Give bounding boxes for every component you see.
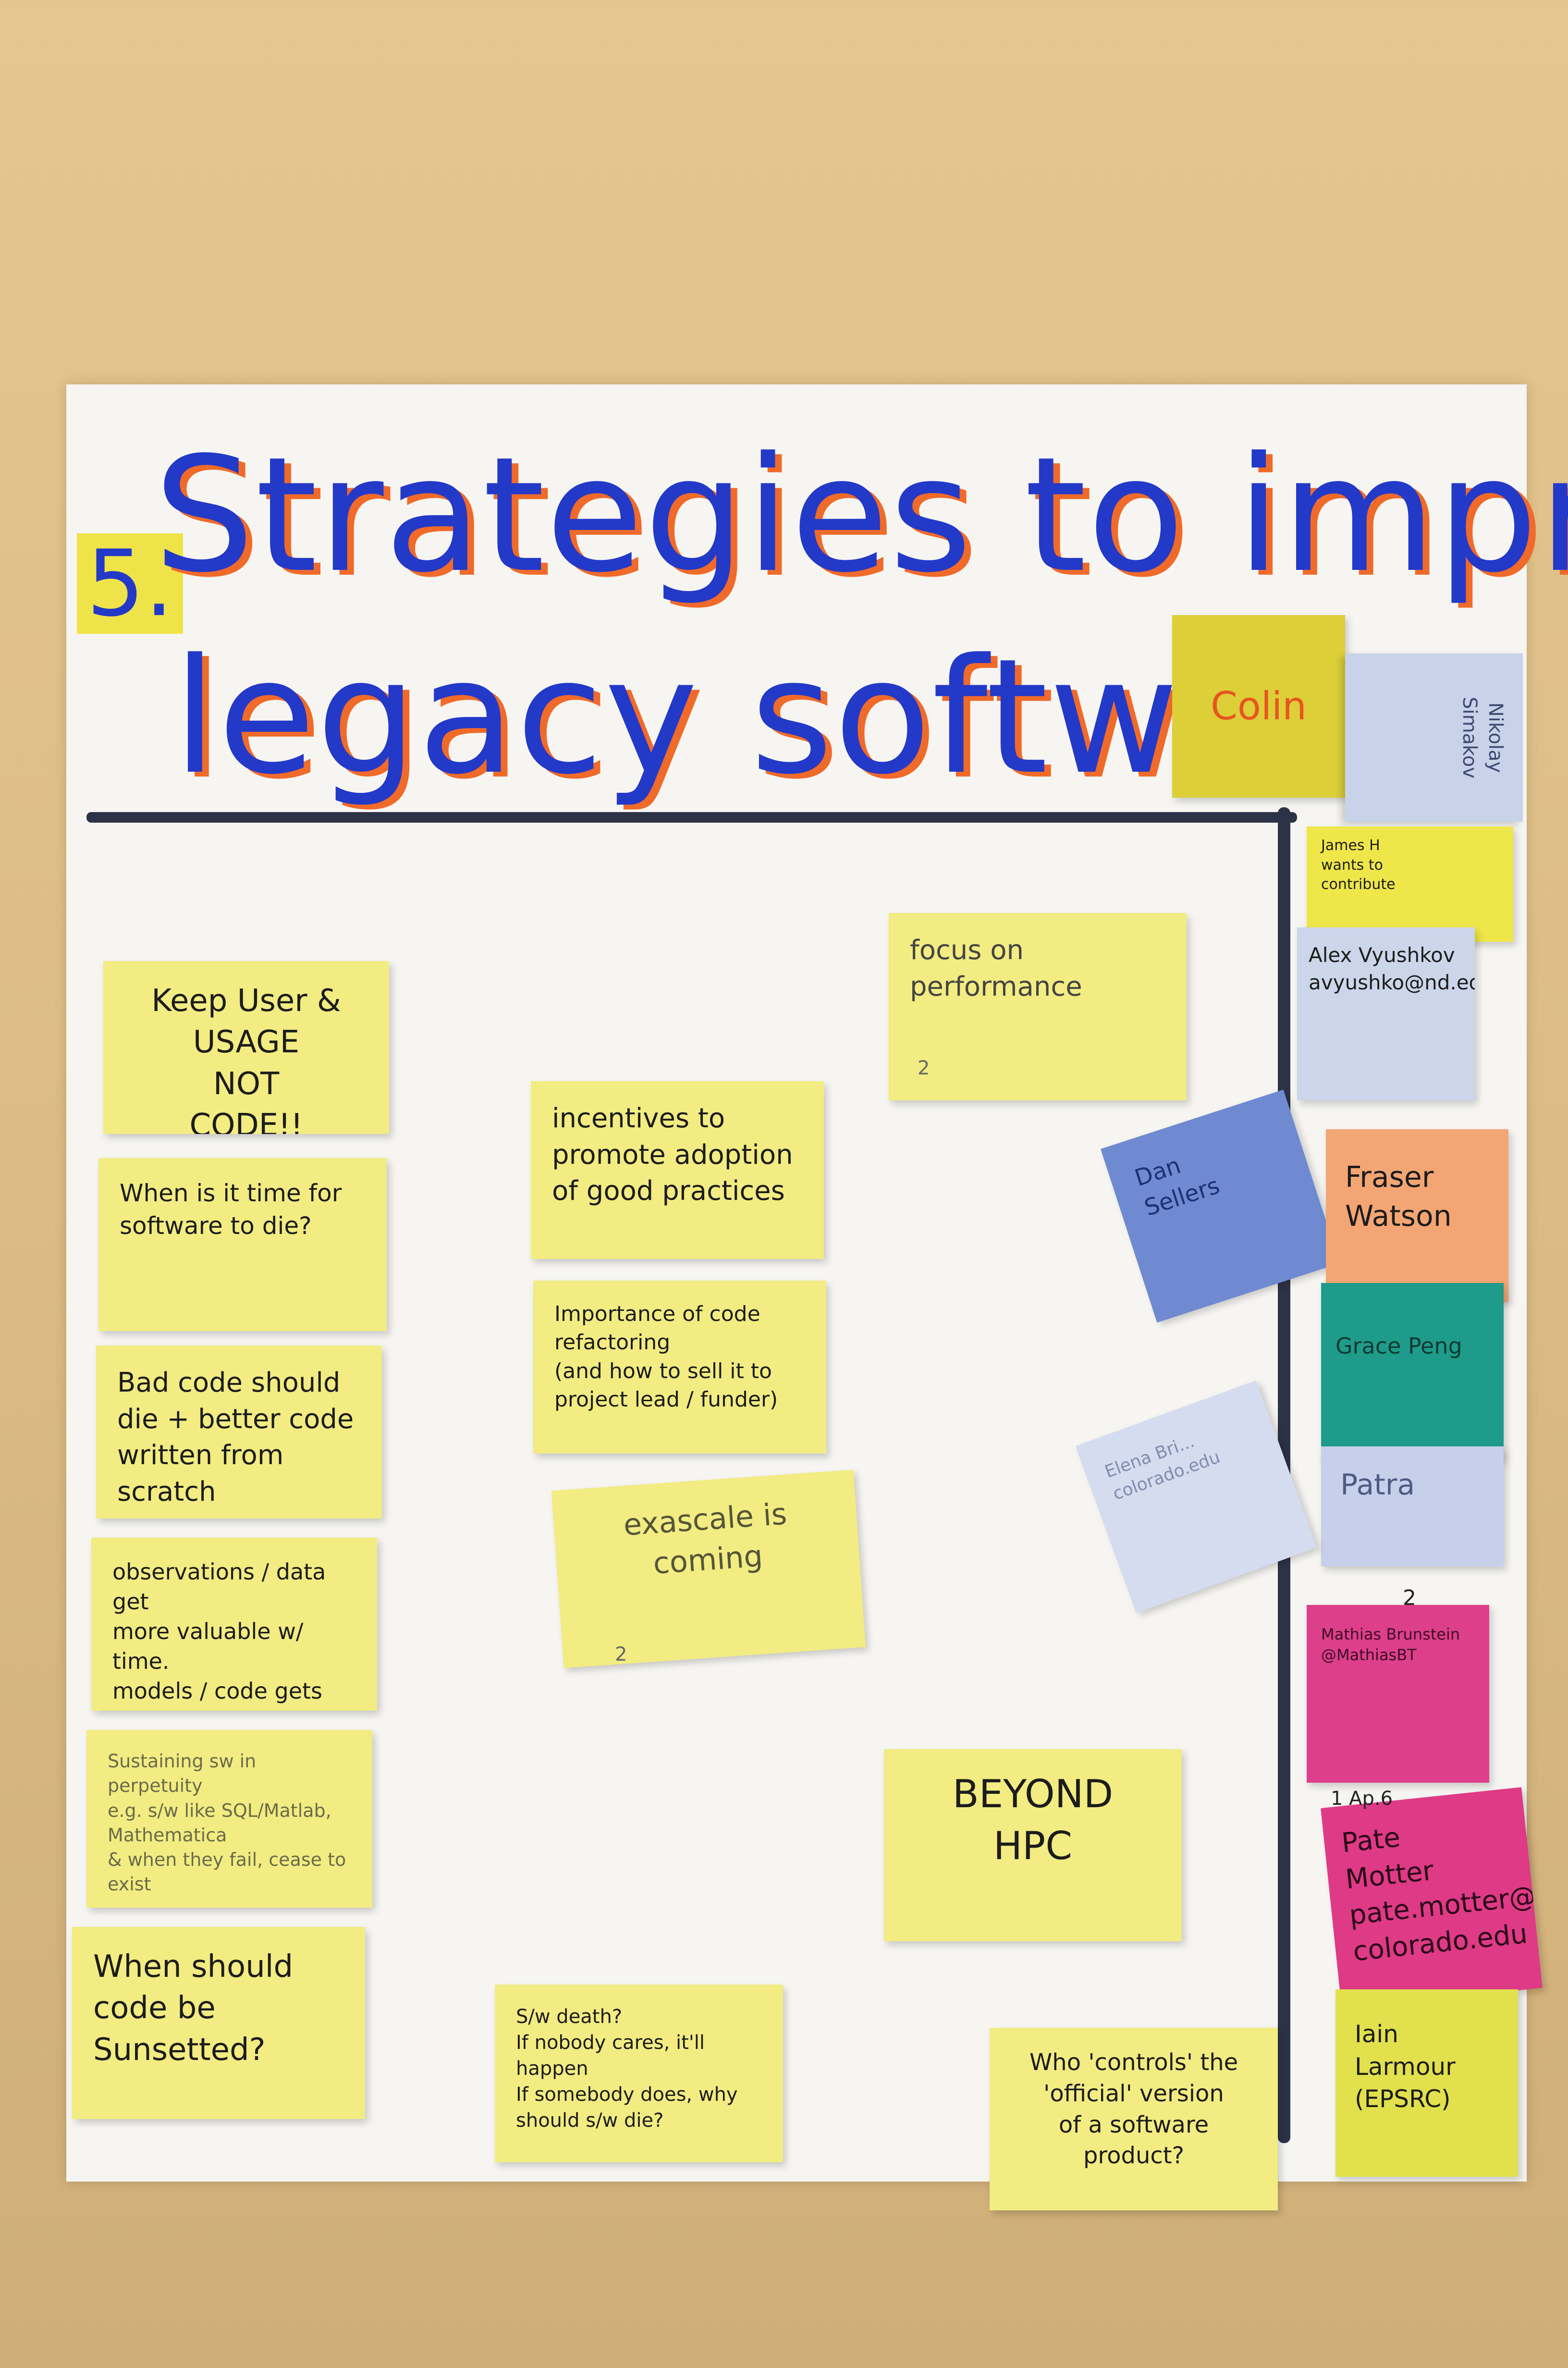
vote-mark: 2 <box>615 1643 627 1665</box>
name-note-alex: Alex Vyushkov avyushko@nd.edu <box>1297 927 1475 1100</box>
name-note-james: James H wants to contribute <box>1307 826 1513 942</box>
sticky-note-sustaining: Sustaining sw in perpetuity e.g. s/w lik… <box>86 1730 372 1908</box>
name-note-fraser: Fraser Watson <box>1326 1129 1508 1302</box>
name-note-nikolay: Nikolay Simakov <box>1345 654 1523 822</box>
sticky-note-official-version: Who 'controls' the 'official' version of… <box>990 2028 1278 2210</box>
sticky-note-time-to-die: When is it time for software to die? <box>98 1158 387 1331</box>
sticky-note-bad-code: Bad code should die + better code writte… <box>96 1345 382 1518</box>
sticky-note-refactoring: Importance of code refactoring (and how … <box>533 1281 826 1454</box>
section-number: 5. <box>77 533 184 634</box>
name-note-grace: Grace Peng <box>1321 1283 1504 1461</box>
sticky-note-observations: observations / data get more valuable w/… <box>91 1538 377 1711</box>
sticky-note-keep-users: Keep User & USAGE NOT CODE!! <box>103 961 389 1134</box>
poster-title-line1: Strategies to improve <box>154 423 1568 607</box>
note-tag: 1 Ap.6 <box>1331 1788 1393 1810</box>
name-note-iain: Iain Larmour (EPSRC) <box>1335 1989 1518 2177</box>
name-note-pate: Pate Motter pate.motter@ colorado.edu <box>1321 1787 1543 2009</box>
sticky-note-performance: focus on performance <box>889 913 1187 1100</box>
name-note-colin: Colin <box>1172 615 1345 798</box>
sticky-note-incentives: incentives to promote adoption of good p… <box>531 1081 824 1259</box>
vote-mark: 2 <box>1403 1586 1416 1610</box>
sticky-note-sunsetted: When should code be Sunsetted? <box>72 1927 365 2119</box>
horizontal-divider <box>86 812 1297 823</box>
sticky-note-beyond-hpc: BEYOND HPC <box>884 1749 1182 1941</box>
sticky-note-exascale: exascale is coming <box>551 1469 866 1668</box>
name-note-patra: Patra <box>1321 1446 1504 1566</box>
vote-mark: 2 <box>918 1057 930 1079</box>
sticky-note-sw-death: S/w death? If nobody cares, it'll happen… <box>495 1985 783 2162</box>
name-note-mathias: Mathias Brunstein @MathiasBT <box>1307 1605 1489 1783</box>
